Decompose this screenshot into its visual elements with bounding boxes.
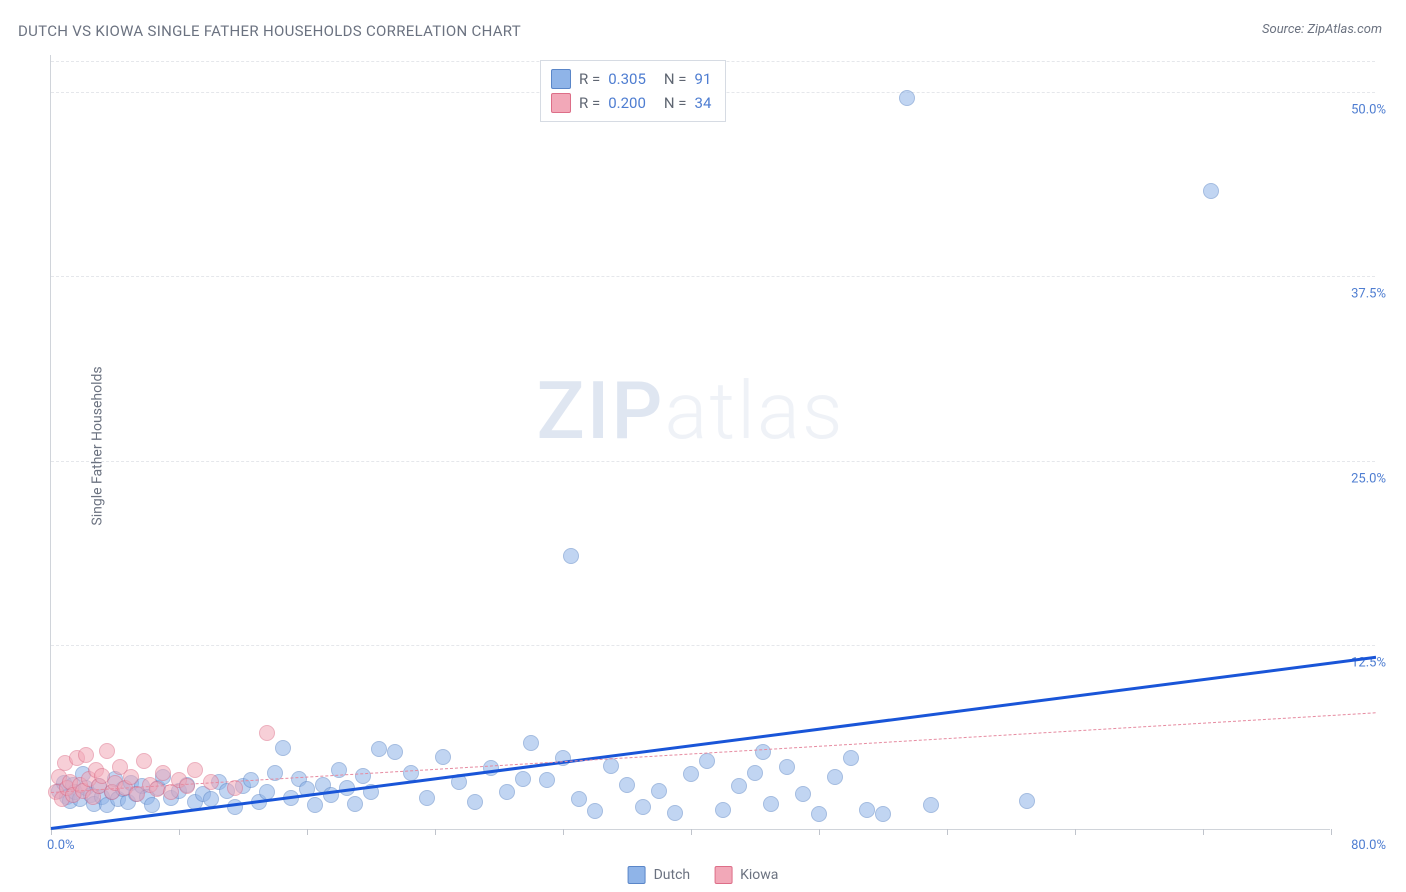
data-point [403,765,419,781]
gridline [51,645,1375,646]
data-point [149,781,165,797]
stat-n-value: 34 [695,91,712,115]
x-tick [179,829,180,835]
x-max-label: 80.0% [1351,838,1386,853]
data-point [259,725,275,741]
stat-r-label: R = [579,67,600,91]
watermark: ZIPatlas [537,364,845,458]
data-point [523,735,539,751]
data-point [1203,183,1219,199]
data-point [699,753,715,769]
x-tick [435,829,436,835]
chart-title: DUTCH VS KIOWA SINGLE FATHER HOUSEHOLDS … [18,22,521,40]
data-point [419,790,435,806]
legend-item: Dutch [628,866,691,884]
x-tick [1075,829,1076,835]
data-point [1019,793,1035,809]
data-point [275,740,291,756]
data-point [619,777,635,793]
gridline [51,276,1375,277]
x-tick [307,829,308,835]
data-point [763,796,779,812]
data-point [515,771,531,787]
data-point [307,797,323,813]
scatter-plot-area: ZIPatlas 12.5%25.0%37.5%50.0%0.0%80.0% [50,55,1330,830]
trend-line [51,712,1376,793]
x-min-label: 0.0% [47,838,75,853]
data-point [779,759,795,775]
data-point [755,744,771,760]
watermark-zip: ZIP [537,364,665,458]
data-point [899,90,915,106]
data-point [136,753,152,769]
data-point [371,741,387,757]
data-point [355,768,371,784]
data-point [539,772,555,788]
data-point [587,803,603,819]
data-point [99,743,115,759]
data-point [179,778,195,794]
data-point [683,766,699,782]
stat-n-label: N = [664,67,687,91]
y-tick-label: 37.5% [1351,287,1386,302]
x-tick [563,829,564,835]
stat-legend-row: R = 0.305 N = 91 [551,67,711,91]
x-tick [819,829,820,835]
stat-r-value: 0.200 [608,91,646,115]
data-point [387,744,403,760]
data-point [603,758,619,774]
data-point [923,797,939,813]
stat-n-value: 91 [695,67,712,91]
stat-r-value: 0.305 [608,67,646,91]
data-point [843,750,859,766]
data-point [347,796,363,812]
y-tick-label: 25.0% [1351,471,1386,486]
y-tick-label: 50.0% [1351,102,1386,117]
data-point [155,765,171,781]
data-point [78,747,94,763]
legend-swatch [714,866,732,884]
data-point [144,797,160,813]
series-legend: Dutch Kiowa [628,866,779,884]
legend-item: Kiowa [714,866,778,884]
gridline [51,461,1375,462]
data-point [563,548,579,564]
legend-swatch [551,69,571,89]
data-point [187,762,203,778]
stat-r-label: R = [579,91,600,115]
source-name: ZipAtlas.com [1307,22,1382,37]
data-point [747,765,763,781]
data-point [499,784,515,800]
source-label: Source: ZipAtlas.com [1262,22,1382,37]
data-point [715,802,731,818]
data-point [875,806,891,822]
source-prefix: Source: [1262,22,1304,37]
data-point [731,778,747,794]
watermark-atlas: atlas [664,364,844,458]
data-point [859,802,875,818]
x-tick [691,829,692,835]
data-point [123,769,139,785]
data-point [651,783,667,799]
data-point [571,791,587,807]
stat-n-label: N = [664,91,687,115]
stat-legend-box: R = 0.305 N = 91 R = 0.200 N = 34 [540,60,726,122]
legend-label: Kiowa [740,867,778,883]
data-point [795,786,811,802]
x-tick [947,829,948,835]
trend-line [51,656,1376,830]
x-tick [1331,829,1332,835]
legend-swatch [551,93,571,113]
data-point [827,769,843,785]
data-point [811,806,827,822]
legend-swatch [628,866,646,884]
x-tick [1203,829,1204,835]
data-point [635,799,651,815]
data-point [435,749,451,765]
data-point [667,805,683,821]
stat-legend-row: R = 0.200 N = 34 [551,91,711,115]
legend-label: Dutch [654,867,691,883]
data-point [467,794,483,810]
